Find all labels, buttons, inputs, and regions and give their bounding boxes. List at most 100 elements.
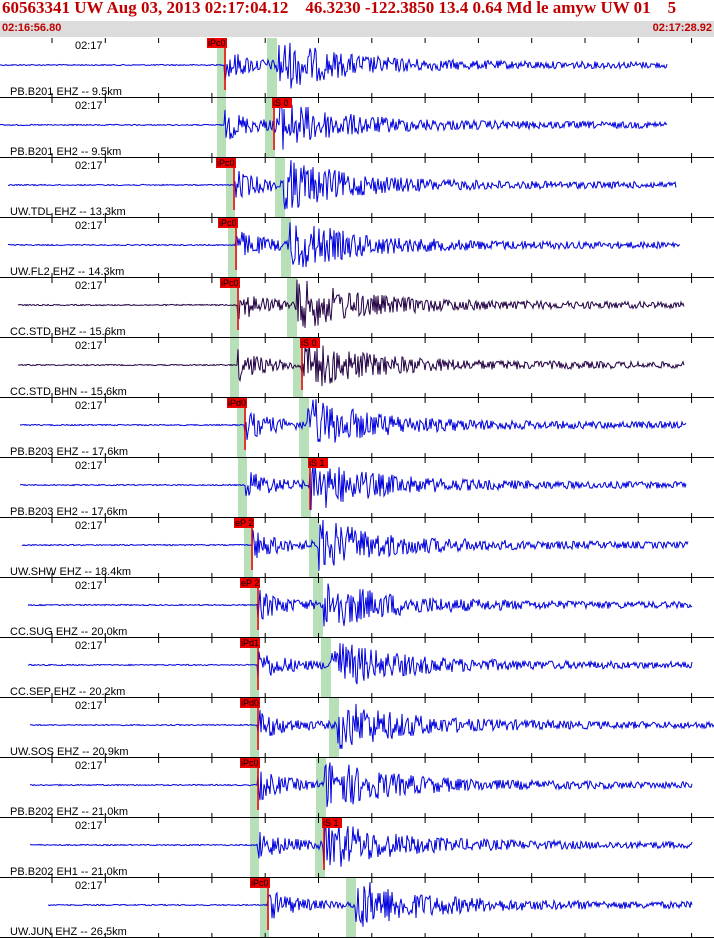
p-window bbox=[238, 458, 247, 518]
end-time: 02:17:28.92 bbox=[652, 22, 712, 34]
station-label: UW.SOS EHZ -- 20.9km bbox=[10, 746, 129, 758]
pick-label: iS 1 bbox=[309, 458, 325, 468]
pick-marker[interactable] bbox=[300, 338, 320, 348]
pick-label: iPd1 bbox=[241, 638, 259, 648]
station-label: PB.B203 EHZ -- 17.6km bbox=[10, 446, 128, 458]
pick-label: iPd0 bbox=[241, 698, 259, 708]
pick-marker[interactable] bbox=[227, 398, 247, 408]
s-window bbox=[275, 158, 285, 218]
pick-label: iS 0 bbox=[273, 98, 289, 108]
station-label: CC.SUG EHZ -- 20.0km bbox=[10, 626, 127, 638]
station-label: UW.JUN EHZ -- 26.5km bbox=[10, 926, 127, 938]
trace-row[interactable]: iPc0 02:17 CC.STD BHZ -- 15.6km bbox=[10, 278, 685, 338]
trace-time: 02:17 bbox=[75, 700, 103, 712]
waveform bbox=[21, 519, 689, 571]
station-label: CC.SEP EHZ -- 20.2km bbox=[10, 686, 125, 698]
trace-row[interactable]: eP 2 02:17 UW.SHW EHZ -- 18.4km bbox=[10, 518, 689, 578]
pick-label: iS 1 bbox=[323, 818, 339, 828]
trace-time: 02:17 bbox=[75, 760, 103, 772]
trace-row[interactable]: iPc0 02:17 UW.TDL EHZ -- 13.3km bbox=[7, 158, 677, 218]
trace-row[interactable]: iPd0 02:17 PB.B203 EHZ -- 17.6km bbox=[10, 398, 687, 458]
s-window bbox=[316, 758, 326, 818]
pick-marker[interactable] bbox=[322, 818, 342, 828]
s-window bbox=[315, 818, 325, 878]
waveform bbox=[7, 160, 677, 210]
pick-marker[interactable] bbox=[250, 878, 270, 888]
trace-row[interactable]: iPc0 02:17 UW.FL2 EHZ -- 14.3km bbox=[7, 218, 680, 278]
start-time: 02:16:56.80 bbox=[2, 22, 62, 34]
pick-marker[interactable] bbox=[240, 698, 260, 708]
trace-row[interactable]: iPd1 02:17 CC.SEP EHZ -- 20.2km bbox=[10, 638, 693, 698]
p-window bbox=[237, 398, 246, 458]
pick-marker[interactable] bbox=[216, 158, 236, 168]
pick-label: eP 2 bbox=[241, 578, 259, 588]
p-window bbox=[230, 338, 239, 398]
p-window bbox=[228, 218, 237, 278]
s-window bbox=[293, 338, 303, 398]
station-label: UW.SHW EHZ -- 18.4km bbox=[10, 566, 131, 578]
pick-marker[interactable] bbox=[220, 278, 240, 288]
pick-marker[interactable] bbox=[272, 98, 292, 108]
pick-label: iPc0 bbox=[208, 38, 226, 48]
trace-row[interactable]: eP 2 02:17 CC.SUG EHZ -- 20.0km bbox=[10, 578, 693, 638]
trace-time: 02:17 bbox=[75, 100, 103, 112]
p-window bbox=[230, 278, 239, 338]
seismogram-panel[interactable]: iPc0 02:17 PB.B201 EHZ -- 9.5km iS 0 02:17 PB… bbox=[0, 38, 714, 938]
trace-row[interactable]: iS 0 02:17 PB.B201 EH2 -- 9.5km bbox=[0, 98, 668, 158]
seismogram-plot[interactable]: iPc0 02:17 PB.B201 EHZ -- 9.5km iS 0 02:17 PB… bbox=[0, 38, 714, 938]
pick-label: iPc0 bbox=[241, 758, 259, 768]
waveform bbox=[29, 762, 693, 808]
waveform bbox=[0, 42, 668, 89]
trace-row[interactable]: iS 1 02:17 PB.B203 EH2 -- 17.6km bbox=[10, 458, 687, 518]
trace-time: 02:17 bbox=[75, 520, 103, 532]
time-range-bar: 02:16:56.80 02:17:28.92 bbox=[0, 21, 714, 37]
pick-label: iPc0 bbox=[221, 278, 239, 288]
station-label: PB.B201 EH2 -- 9.5km bbox=[10, 146, 121, 158]
s-window bbox=[267, 38, 277, 98]
p-window bbox=[250, 698, 259, 758]
pick-marker[interactable] bbox=[218, 218, 238, 228]
trace-row[interactable]: iS 1 02:17 PB.B202 EH1 -- 21.0km bbox=[10, 818, 693, 878]
p-window bbox=[250, 818, 259, 878]
pick-marker[interactable] bbox=[240, 638, 260, 648]
p-window bbox=[260, 878, 269, 938]
trace-row[interactable]: iS 0 02:17 CC.STD BHN -- 15.6km bbox=[10, 338, 685, 398]
pick-marker[interactable] bbox=[308, 458, 328, 468]
p-window bbox=[244, 518, 253, 578]
waveform bbox=[29, 703, 714, 750]
pick-marker[interactable] bbox=[240, 578, 260, 588]
p-window bbox=[226, 158, 235, 218]
p-window bbox=[217, 38, 226, 98]
trace-time: 02:17 bbox=[75, 640, 103, 652]
station-label: UW.FL2 EHZ -- 14.3km bbox=[10, 266, 124, 278]
pick-marker[interactable] bbox=[234, 518, 254, 528]
waveform bbox=[27, 583, 693, 627]
trace-time: 02:17 bbox=[75, 280, 103, 292]
s-window bbox=[281, 218, 291, 278]
pick-label: eP 2 bbox=[235, 518, 253, 528]
s-window bbox=[301, 458, 311, 518]
waveform bbox=[47, 882, 693, 927]
waveform bbox=[30, 819, 693, 867]
station-label: PB.B201 EHZ -- 9.5km bbox=[10, 86, 122, 98]
trace-row[interactable]: iPc0 02:17 UW.JUN EHZ -- 26.5km bbox=[10, 878, 693, 938]
s-window bbox=[346, 878, 356, 938]
trace-row[interactable]: iPc0 02:17 PB.B202 EHZ -- 21.0km bbox=[10, 758, 693, 818]
waveform bbox=[0, 100, 668, 150]
p-window bbox=[250, 638, 259, 698]
p-window bbox=[250, 578, 259, 638]
p-window bbox=[250, 758, 259, 818]
trace-row[interactable]: iPc0 02:17 PB.B201 EHZ -- 9.5km bbox=[0, 38, 668, 98]
pick-marker[interactable] bbox=[240, 758, 260, 768]
pick-label: iPc0 bbox=[251, 878, 269, 888]
pick-marker[interactable] bbox=[207, 38, 227, 48]
station-label: CC.STD BHN -- 15.6km bbox=[10, 386, 127, 398]
trace-time: 02:17 bbox=[75, 580, 103, 592]
event-header: 60563341 UW Aug 03, 2013 02:17:04.12 46.… bbox=[0, 0, 714, 38]
pick-windows bbox=[217, 38, 356, 938]
pick-label: iPc0 bbox=[219, 218, 237, 228]
station-label: PB.B203 EH2 -- 17.6km bbox=[10, 506, 127, 518]
waveform bbox=[19, 399, 687, 443]
s-window bbox=[265, 98, 275, 158]
trace-row[interactable]: iPd0 02:17 UW.SOS EHZ -- 20.9km bbox=[10, 698, 714, 758]
